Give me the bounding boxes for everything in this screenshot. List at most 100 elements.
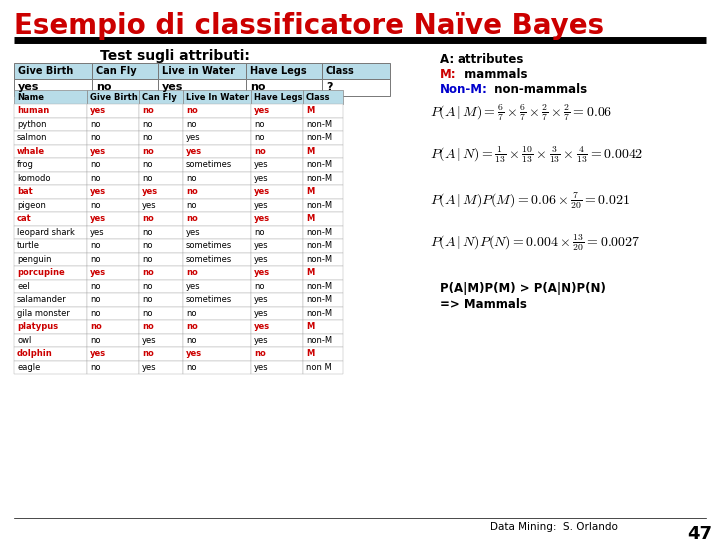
FancyBboxPatch shape: [251, 307, 303, 320]
FancyBboxPatch shape: [303, 239, 343, 253]
FancyBboxPatch shape: [87, 90, 139, 104]
Text: no: no: [90, 255, 101, 264]
Text: penguin: penguin: [17, 255, 52, 264]
FancyBboxPatch shape: [251, 212, 303, 226]
Text: Give Birth: Give Birth: [18, 66, 73, 76]
Text: no: no: [142, 255, 153, 264]
Text: no: no: [90, 133, 101, 142]
Text: no: no: [142, 120, 153, 129]
FancyBboxPatch shape: [183, 199, 251, 212]
FancyBboxPatch shape: [87, 104, 139, 118]
Text: no: no: [142, 133, 153, 142]
FancyBboxPatch shape: [303, 253, 343, 266]
FancyBboxPatch shape: [183, 90, 251, 104]
FancyBboxPatch shape: [139, 334, 183, 347]
Text: mammals: mammals: [460, 68, 528, 81]
FancyBboxPatch shape: [303, 320, 343, 334]
Text: frog: frog: [17, 160, 34, 169]
FancyBboxPatch shape: [139, 185, 183, 199]
Text: non-M: non-M: [306, 309, 332, 318]
FancyBboxPatch shape: [139, 253, 183, 266]
Text: no: no: [254, 133, 264, 142]
Text: no: no: [90, 174, 101, 183]
FancyBboxPatch shape: [14, 347, 87, 361]
FancyBboxPatch shape: [14, 90, 87, 104]
Text: no: no: [90, 201, 101, 210]
FancyBboxPatch shape: [139, 226, 183, 239]
FancyBboxPatch shape: [87, 334, 139, 347]
FancyBboxPatch shape: [251, 239, 303, 253]
Text: M: M: [306, 214, 314, 223]
FancyBboxPatch shape: [251, 172, 303, 185]
Text: no: no: [142, 309, 153, 318]
FancyBboxPatch shape: [14, 361, 87, 374]
Text: yes: yes: [186, 349, 202, 358]
Text: non-M: non-M: [306, 241, 332, 250]
Text: non-M: non-M: [306, 336, 332, 345]
FancyBboxPatch shape: [303, 145, 343, 158]
Text: Class: Class: [326, 66, 355, 76]
Text: yes: yes: [254, 363, 269, 372]
Text: dolphin: dolphin: [17, 349, 53, 358]
Text: $P(A\,|\,M) = \frac{6}{7}\times\frac{6}{7}\times\frac{2}{7}\times\frac{2}{7} = 0: $P(A\,|\,M) = \frac{6}{7}\times\frac{6}{…: [430, 102, 612, 123]
FancyBboxPatch shape: [303, 118, 343, 131]
Text: no: no: [142, 147, 154, 156]
FancyBboxPatch shape: [183, 280, 251, 293]
FancyBboxPatch shape: [139, 131, 183, 145]
Text: yes: yes: [90, 106, 106, 115]
Text: no: no: [90, 309, 101, 318]
FancyBboxPatch shape: [87, 293, 139, 307]
Text: no: no: [186, 336, 197, 345]
Text: $P(A\,|\,M)P(M) = 0.06\times\frac{7}{20} = 0.021$: $P(A\,|\,M)P(M) = 0.06\times\frac{7}{20}…: [430, 190, 630, 211]
FancyBboxPatch shape: [322, 63, 390, 79]
FancyBboxPatch shape: [87, 307, 139, 320]
Text: no: no: [96, 83, 112, 92]
Text: no: no: [254, 228, 264, 237]
FancyBboxPatch shape: [139, 90, 183, 104]
FancyBboxPatch shape: [87, 239, 139, 253]
Text: => Mammals: => Mammals: [440, 298, 527, 311]
FancyBboxPatch shape: [139, 293, 183, 307]
Text: no: no: [90, 363, 101, 372]
FancyBboxPatch shape: [183, 172, 251, 185]
FancyBboxPatch shape: [303, 158, 343, 172]
Text: pigeon: pigeon: [17, 201, 46, 210]
Text: no: no: [90, 295, 101, 304]
Text: yes: yes: [254, 214, 270, 223]
FancyBboxPatch shape: [87, 118, 139, 131]
Text: yes: yes: [142, 187, 158, 196]
Text: $P(A\,|\,N) = \frac{1}{13}\times\frac{10}{13}\times\frac{3}{13}\times\frac{4}{13: $P(A\,|\,N) = \frac{1}{13}\times\frac{10…: [430, 144, 644, 165]
FancyBboxPatch shape: [303, 90, 343, 104]
FancyBboxPatch shape: [139, 239, 183, 253]
Text: A:: A:: [440, 53, 459, 66]
Text: no: no: [254, 147, 266, 156]
Text: M: M: [306, 322, 314, 331]
Text: no: no: [90, 336, 101, 345]
FancyBboxPatch shape: [139, 172, 183, 185]
FancyBboxPatch shape: [87, 320, 139, 334]
Text: ?: ?: [326, 83, 333, 92]
Text: eagle: eagle: [17, 363, 40, 372]
FancyBboxPatch shape: [251, 293, 303, 307]
Text: yes: yes: [254, 336, 269, 345]
Text: $P(A\,|\,N)P(N) = 0.004\times\frac{13}{20} = 0.0027$: $P(A\,|\,N)P(N) = 0.004\times\frac{13}{2…: [430, 232, 641, 253]
FancyBboxPatch shape: [251, 253, 303, 266]
Text: bat: bat: [17, 187, 32, 196]
FancyBboxPatch shape: [322, 79, 390, 96]
Text: yes: yes: [90, 349, 106, 358]
FancyBboxPatch shape: [303, 185, 343, 199]
Text: non-M: non-M: [306, 255, 332, 264]
Text: no: no: [186, 187, 198, 196]
Text: no: no: [186, 214, 198, 223]
Text: P(A|M)P(M) > P(A|N)P(N): P(A|M)P(M) > P(A|N)P(N): [440, 282, 606, 295]
Text: Can Fly: Can Fly: [96, 66, 137, 76]
Text: Non-M:: Non-M:: [440, 83, 488, 96]
Text: Can Fly: Can Fly: [142, 92, 176, 102]
Text: no: no: [142, 282, 153, 291]
FancyBboxPatch shape: [87, 199, 139, 212]
FancyBboxPatch shape: [303, 280, 343, 293]
Text: no: no: [90, 120, 101, 129]
Text: Data Mining:  S. Orlando: Data Mining: S. Orlando: [490, 522, 618, 532]
Text: M:: M:: [440, 68, 456, 81]
Text: yes: yes: [254, 160, 269, 169]
